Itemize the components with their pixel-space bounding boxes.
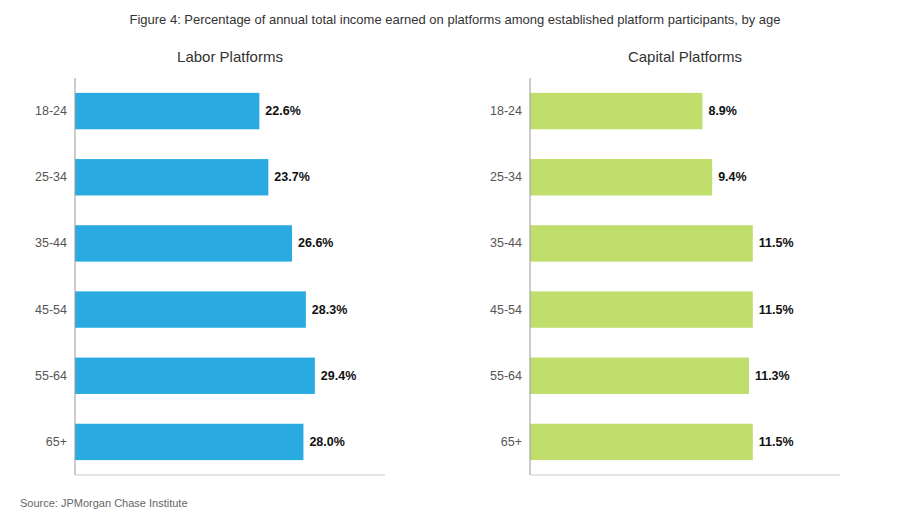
- bar: [75, 358, 315, 394]
- data-label: 28.0%: [309, 435, 344, 449]
- bar: [75, 159, 268, 195]
- data-label: 22.6%: [265, 104, 300, 118]
- data-label: 9.4%: [718, 170, 747, 184]
- panel: Capital Platforms 18-24 25-34 35-44 45-54 55-…: [490, 48, 840, 475]
- bar: [75, 424, 303, 460]
- bar: [530, 291, 753, 327]
- data-label: 11.3%: [755, 369, 790, 383]
- y-tick-label: 45-54: [490, 303, 522, 317]
- bar: [75, 225, 292, 261]
- bar: [75, 291, 306, 327]
- data-label: 26.6%: [298, 236, 333, 250]
- panel-title: Labor Platforms: [177, 48, 283, 65]
- y-tick-label: 65+: [501, 435, 522, 449]
- data-label: 8.9%: [708, 104, 737, 118]
- data-label: 29.4%: [321, 369, 356, 383]
- y-tick-label: 35-44: [35, 236, 67, 250]
- x-axis-line: [75, 475, 385, 476]
- y-tick-label: 45-54: [35, 303, 67, 317]
- data-label: 11.5%: [759, 435, 794, 449]
- data-label: 28.3%: [312, 303, 347, 317]
- figure-title: Figure 4: Percentage of annual total inc…: [129, 12, 780, 27]
- y-axis-line: [75, 78, 76, 475]
- bar: [75, 93, 259, 129]
- y-tick-label: 35-44: [490, 236, 522, 250]
- y-tick-label: 55-64: [35, 369, 67, 383]
- data-label: 11.5%: [759, 236, 794, 250]
- x-axis-line: [530, 475, 840, 476]
- background: [0, 0, 910, 519]
- y-tick-label: 18-24: [35, 104, 67, 118]
- data-label: 23.7%: [274, 170, 309, 184]
- y-tick-label: 25-34: [35, 170, 67, 184]
- source-note: Source: JPMorgan Chase Institute: [20, 497, 188, 509]
- y-axis-line: [530, 78, 531, 475]
- y-tick-label: 25-34: [490, 170, 522, 184]
- y-tick-label: 65+: [46, 435, 67, 449]
- bar: [530, 159, 712, 195]
- bars: [530, 93, 753, 460]
- bar: [530, 358, 749, 394]
- bar: [530, 424, 753, 460]
- y-tick-label: 18-24: [490, 104, 522, 118]
- bars: [75, 93, 315, 460]
- bar: [530, 225, 753, 261]
- y-tick-label: 55-64: [490, 369, 522, 383]
- chart-root: Figure 4: Percentage of annual total inc…: [0, 0, 910, 519]
- data-label: 11.5%: [759, 303, 794, 317]
- panel-title: Capital Platforms: [628, 48, 742, 65]
- bar: [530, 93, 702, 129]
- panel: Labor Platforms 18-24 25-34 35-44 45-54 55-64…: [35, 48, 385, 475]
